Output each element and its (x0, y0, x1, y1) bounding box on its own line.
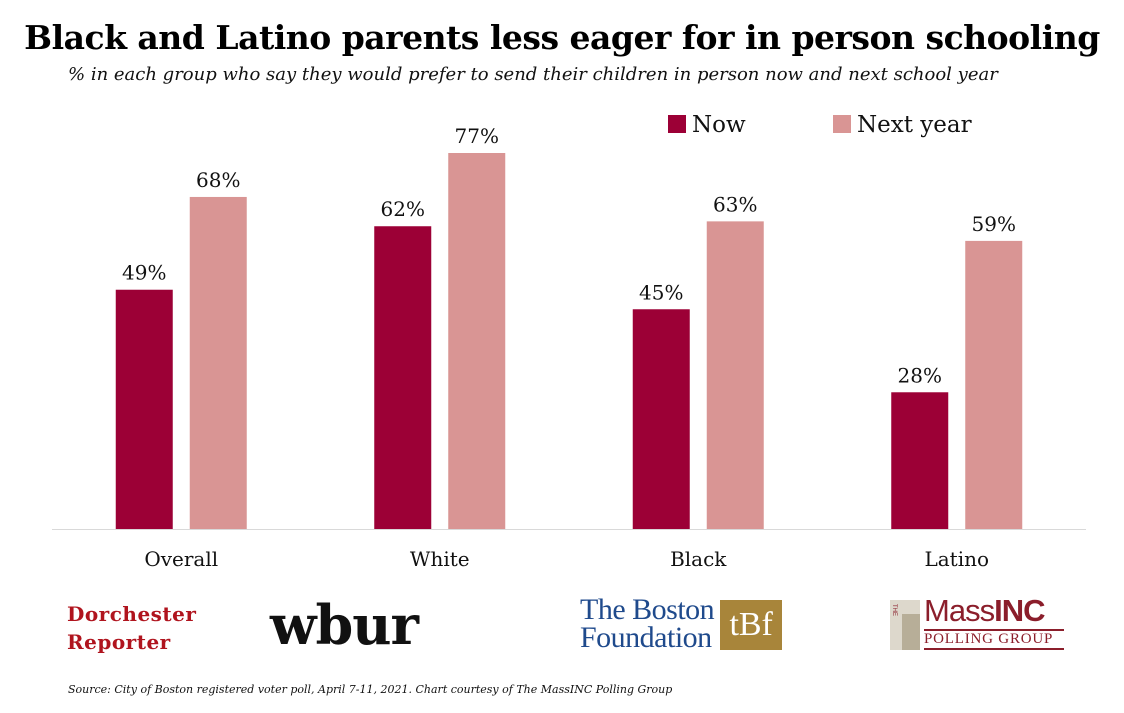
category-label-latino: Latino (924, 547, 989, 571)
dorchester-reporter-logo: Dorchester Reporter (67, 600, 196, 656)
bar-black-next-year (706, 221, 764, 529)
bar-black-now (632, 309, 690, 529)
legend-now: Now (668, 112, 746, 138)
data-label-overall-now: 49% (122, 261, 166, 285)
boston-foundation-logo: The Boston Foundation tBf (580, 593, 783, 654)
boston-foundation-line2: Foundation (580, 621, 712, 654)
wbur-logo: wbur (270, 593, 419, 657)
chart-subtitle: % in each group who say they would prefe… (68, 64, 998, 85)
tbf-mark: tBf (720, 600, 783, 650)
massinc-inc: INC (994, 593, 1045, 628)
massinc-the-label: THE (891, 604, 897, 616)
category-label-black: Black (670, 547, 727, 571)
bar-overall-now (115, 289, 173, 529)
data-label-black-next-year: 63% (713, 192, 757, 216)
dorchester-logo-line2: Reporter (67, 630, 171, 654)
legend-swatch-now (668, 115, 686, 133)
massinc-mark-icon: THE (890, 600, 920, 650)
massinc-polling-group: POLLING GROUP (924, 631, 1054, 647)
dorchester-logo-line1: Dorchester (67, 602, 197, 626)
massinc-rule-top (924, 629, 1064, 631)
data-label-latino-next-year: 59% (972, 212, 1016, 236)
bar-white-next-year (448, 153, 506, 529)
legend-next-year: Next year (833, 112, 972, 138)
data-label-white-next-year: 77% (455, 124, 499, 148)
bar-latino-next-year (965, 240, 1023, 529)
category-label-overall: Overall (144, 547, 218, 571)
bar-chart: 49% 68% Overall 62% 77% White 45% 63% Black 28% 59… (52, 124, 1086, 571)
massinc-rule-bottom (924, 648, 1064, 650)
data-label-black-now: 45% (639, 280, 683, 304)
bar-overall-next-year (189, 196, 247, 529)
category-label-white: White (410, 547, 470, 571)
massinc-mass: Mass (924, 593, 995, 628)
legend-label-now: Now (692, 112, 746, 138)
boston-foundation-wordmark: The Boston Foundation (580, 593, 715, 654)
data-label-white-now: 62% (381, 197, 425, 221)
source-note: Source: City of Boston registered voter … (68, 683, 673, 696)
boston-foundation-line1: The Boston (580, 593, 715, 626)
data-label-latino-now: 28% (898, 363, 942, 387)
massinc-logo: THE MassINC POLLING GROUP (890, 594, 1070, 652)
massinc-name: MassINC (924, 593, 1045, 628)
data-label-overall-next-year: 68% (196, 168, 240, 192)
bar-latino-now (891, 392, 949, 529)
chart-title: Black and Latino parents less eager for … (24, 18, 1100, 57)
legend-swatch-next-year (833, 115, 851, 133)
bar-white-now (374, 226, 432, 529)
legend-label-next-year: Next year (857, 112, 972, 138)
